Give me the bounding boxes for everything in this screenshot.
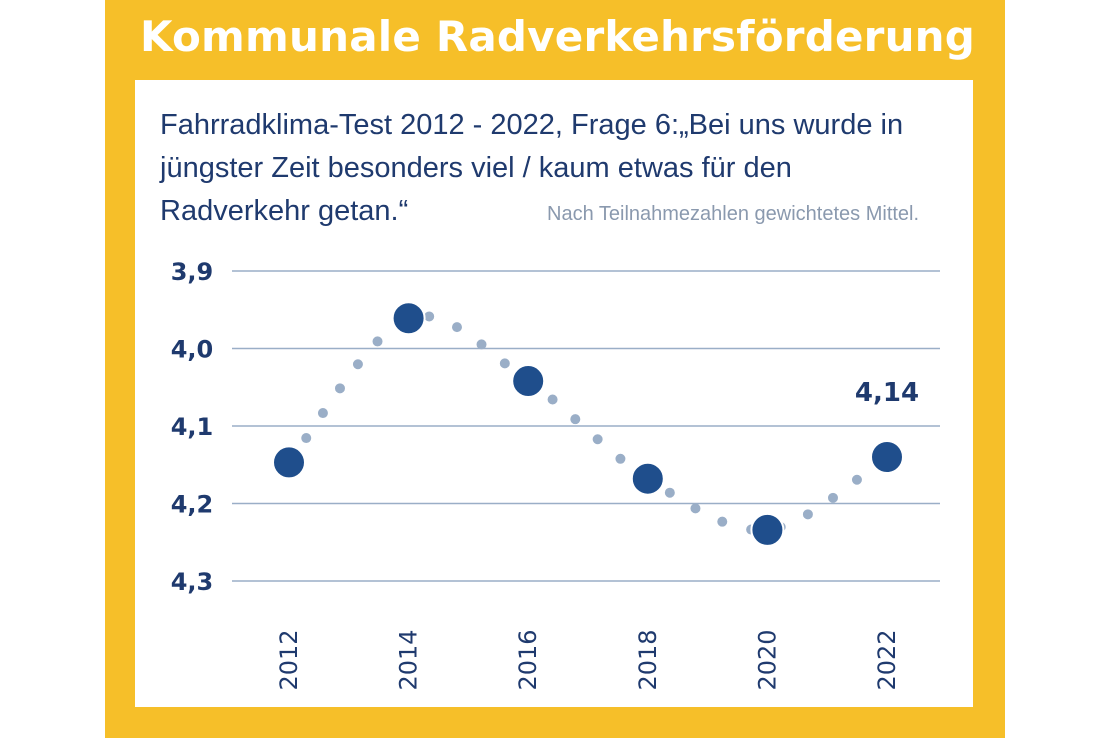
x-tick-label: 2020 xyxy=(753,629,781,690)
x-tick-label: 2014 xyxy=(395,629,423,690)
data-point xyxy=(750,512,785,547)
y-tick-labels: 3,9 4,0 4,1 4,2 4,3 xyxy=(171,258,214,596)
x-tick-label: 2012 xyxy=(275,629,303,690)
y-tick-label: 4,0 xyxy=(171,336,214,364)
x-tick-label: 2016 xyxy=(514,629,542,690)
x-tick-labels: 2012 2014 2016 2018 2020 2022 xyxy=(275,629,901,690)
data-label: 4,14 xyxy=(855,378,919,408)
chart-panel xyxy=(135,80,973,707)
y-tick-label: 4,3 xyxy=(171,568,214,596)
page-title: Kommunale Radverkehrsförderung xyxy=(140,12,976,61)
y-tick-label: 4,1 xyxy=(171,413,214,441)
data-point xyxy=(272,445,306,480)
data-point xyxy=(870,440,904,474)
x-tick-label: 2018 xyxy=(634,629,662,690)
y-tick-label: 3,9 xyxy=(171,258,214,286)
data-point xyxy=(630,461,665,496)
data-points xyxy=(272,301,904,547)
data-point xyxy=(511,364,546,399)
chart-note: Nach Teilnahmezahlen gewichtetes Mittel. xyxy=(547,203,920,225)
data-annotations: 4,14 xyxy=(855,378,919,408)
data-point xyxy=(391,301,426,336)
x-tick-label: 2022 xyxy=(873,629,901,690)
gridlines xyxy=(232,270,940,582)
y-tick-label: 4,2 xyxy=(171,491,214,519)
chart-question: Fahrradklima-Test 2012 - 2022, Frage 6:„… xyxy=(160,109,904,227)
